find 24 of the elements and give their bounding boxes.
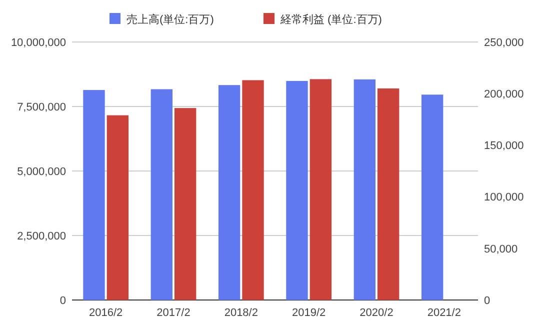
x-tick-label: 2017/2 <box>156 307 190 319</box>
y-tick-label: 7,500,000 <box>17 101 66 114</box>
y-tick-label: 5,000,000 <box>17 166 66 178</box>
bar <box>310 79 332 300</box>
y2-tick-label: 150,000 <box>484 140 524 152</box>
bar <box>378 88 400 300</box>
y2-tick-label: 0 <box>484 294 490 307</box>
bar <box>106 115 129 300</box>
x-tick-label: 2018/2 <box>224 307 258 319</box>
y2-tick-label: 250,000 <box>484 36 524 49</box>
y-tick-label: 0 <box>60 294 66 307</box>
legend-label: 売上高(単位:百万) <box>126 12 214 26</box>
x-tick-label: 2019/2 <box>292 307 326 319</box>
y-tick-label: 10,000,000 <box>10 36 66 49</box>
x-tick-label: 2020/2 <box>360 307 394 319</box>
x-tick-label: 2021/2 <box>427 307 461 319</box>
legend-label: 経常利益 (単位:百万) <box>280 12 382 26</box>
bar <box>242 80 264 300</box>
y-tick-label: 2,500,000 <box>17 230 66 242</box>
x-tick-label: 2016/2 <box>89 307 123 319</box>
y2-tick-label: 50,000 <box>484 243 518 256</box>
y2-tick-label: 200,000 <box>484 88 524 100</box>
bar <box>174 108 196 300</box>
y2-tick-label: 100,000 <box>484 192 524 204</box>
